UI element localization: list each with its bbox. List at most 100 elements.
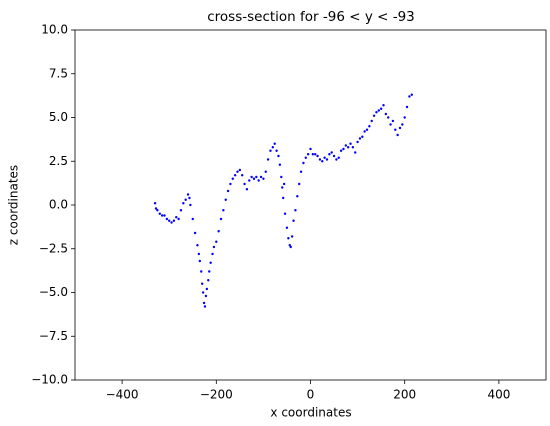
x-tick-label: 200 [393, 388, 416, 402]
point [158, 212, 161, 215]
point [248, 179, 251, 182]
y-tick-label: −10.0 [31, 373, 68, 387]
y-tick-label: 5.0 [49, 110, 68, 124]
point [163, 214, 166, 217]
point [207, 279, 210, 282]
point [285, 226, 289, 229]
point [193, 231, 197, 235]
point [394, 128, 397, 131]
point [197, 252, 201, 256]
point [212, 245, 216, 249]
point [306, 153, 310, 156]
point [299, 170, 303, 173]
point [202, 301, 206, 305]
point [211, 252, 214, 256]
point [377, 109, 380, 112]
y-tick-label: 0.0 [49, 198, 68, 212]
point [387, 116, 390, 119]
point [172, 219, 176, 222]
point [188, 196, 191, 200]
point [325, 158, 329, 161]
point [191, 217, 194, 221]
point [370, 119, 373, 123]
y-tick-label: −7.5 [39, 329, 68, 343]
point [250, 175, 253, 179]
point [277, 154, 280, 158]
point [278, 163, 282, 166]
point [203, 305, 207, 308]
y-tick-label: 7.5 [49, 66, 68, 80]
point [318, 158, 322, 161]
point [259, 175, 263, 179]
point [314, 153, 317, 156]
point [382, 104, 385, 107]
point [408, 95, 411, 98]
point [287, 237, 290, 240]
point [262, 177, 265, 180]
point [358, 137, 362, 140]
point [243, 182, 246, 186]
point [153, 202, 157, 205]
point [342, 147, 345, 151]
point [349, 142, 352, 145]
point [201, 291, 205, 294]
point [335, 158, 338, 161]
point [281, 196, 285, 200]
point [339, 149, 343, 152]
y-axis-label: z coordinates [7, 165, 21, 245]
point [289, 245, 292, 249]
point [321, 160, 324, 163]
point [217, 230, 220, 233]
point [209, 261, 212, 264]
point [229, 182, 232, 186]
point [372, 114, 376, 117]
point [200, 282, 204, 285]
point [389, 123, 392, 126]
point [269, 149, 272, 152]
point [215, 240, 218, 243]
point [290, 235, 294, 238]
point [175, 216, 178, 219]
point [283, 212, 287, 215]
point [196, 244, 199, 247]
point [346, 146, 350, 149]
point [241, 174, 244, 177]
point [154, 207, 158, 210]
point [302, 161, 305, 165]
point [337, 156, 340, 159]
point [238, 168, 242, 172]
point [184, 198, 187, 201]
point [266, 158, 270, 161]
point [281, 186, 284, 189]
point [401, 123, 404, 126]
point [330, 151, 333, 154]
x-tick-label: 400 [487, 388, 510, 402]
point [205, 287, 209, 291]
point [226, 189, 230, 193]
point [410, 93, 413, 96]
point [160, 214, 164, 217]
point [252, 177, 256, 180]
point [356, 140, 359, 144]
point [189, 203, 192, 207]
point [168, 219, 171, 222]
point [222, 209, 225, 212]
point [296, 195, 299, 198]
point [275, 149, 278, 152]
x-axis-label: x coordinates [270, 406, 351, 420]
point [351, 146, 355, 149]
point [204, 294, 208, 298]
point [375, 111, 378, 114]
point [294, 209, 297, 212]
point [245, 188, 249, 191]
point [271, 146, 275, 149]
point [200, 270, 203, 273]
point [391, 119, 395, 123]
point [403, 116, 406, 119]
y-tick-label: −2.5 [39, 241, 68, 255]
point [282, 182, 286, 186]
point [233, 174, 237, 177]
point [231, 177, 234, 180]
point [311, 153, 315, 156]
